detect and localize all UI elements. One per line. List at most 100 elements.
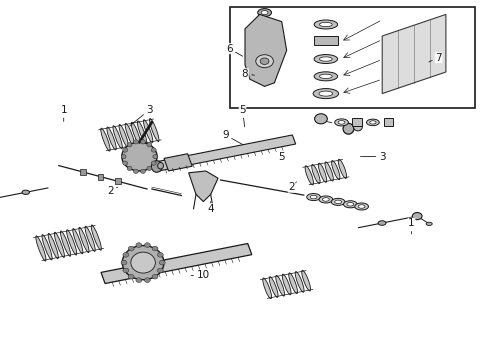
Ellipse shape xyxy=(151,161,156,165)
Ellipse shape xyxy=(263,278,271,299)
Bar xyxy=(314,36,338,45)
Polygon shape xyxy=(189,171,218,202)
Circle shape xyxy=(260,58,269,64)
Ellipse shape xyxy=(153,154,158,159)
Bar xyxy=(80,169,86,175)
Ellipse shape xyxy=(314,55,338,63)
Ellipse shape xyxy=(312,165,320,184)
Polygon shape xyxy=(164,154,192,171)
Ellipse shape xyxy=(136,278,142,283)
Ellipse shape xyxy=(314,72,338,81)
Ellipse shape xyxy=(151,161,162,172)
Ellipse shape xyxy=(270,277,278,297)
Ellipse shape xyxy=(335,119,348,126)
Ellipse shape xyxy=(159,260,165,265)
Text: 2: 2 xyxy=(288,182,296,192)
Bar xyxy=(98,174,103,180)
Ellipse shape xyxy=(67,230,77,255)
Ellipse shape xyxy=(313,89,339,99)
Text: 10: 10 xyxy=(191,270,210,280)
Text: 4: 4 xyxy=(207,202,214,214)
Ellipse shape xyxy=(133,169,138,174)
Bar xyxy=(352,118,362,126)
Polygon shape xyxy=(101,243,252,284)
Circle shape xyxy=(256,55,273,68)
Ellipse shape xyxy=(22,190,29,194)
Ellipse shape xyxy=(107,127,116,150)
Bar xyxy=(384,118,393,126)
Ellipse shape xyxy=(347,203,354,206)
Polygon shape xyxy=(245,14,287,86)
Ellipse shape xyxy=(343,123,354,134)
Text: 8: 8 xyxy=(242,69,254,79)
Ellipse shape xyxy=(36,236,46,261)
Ellipse shape xyxy=(73,229,83,254)
Ellipse shape xyxy=(149,118,159,141)
Ellipse shape xyxy=(302,270,311,291)
Ellipse shape xyxy=(338,121,345,124)
Ellipse shape xyxy=(338,159,346,179)
Ellipse shape xyxy=(325,162,333,181)
Ellipse shape xyxy=(315,114,327,124)
Ellipse shape xyxy=(413,212,422,220)
Ellipse shape xyxy=(332,161,340,180)
Ellipse shape xyxy=(133,140,138,144)
Ellipse shape xyxy=(305,166,314,185)
Ellipse shape xyxy=(158,162,164,169)
Ellipse shape xyxy=(122,142,157,171)
Ellipse shape xyxy=(79,228,89,253)
Ellipse shape xyxy=(101,128,110,151)
Ellipse shape xyxy=(343,201,357,208)
Ellipse shape xyxy=(147,143,152,147)
Ellipse shape xyxy=(295,271,304,292)
Ellipse shape xyxy=(141,169,146,174)
Ellipse shape xyxy=(122,148,127,152)
Ellipse shape xyxy=(122,246,164,280)
Ellipse shape xyxy=(121,154,126,159)
Ellipse shape xyxy=(127,143,132,147)
Text: 3: 3 xyxy=(361,152,386,162)
Ellipse shape xyxy=(307,194,320,201)
Text: 9: 9 xyxy=(222,130,243,144)
Ellipse shape xyxy=(145,243,150,247)
Bar xyxy=(115,178,121,184)
Text: 5: 5 xyxy=(239,105,246,127)
Ellipse shape xyxy=(358,205,365,208)
Text: 7: 7 xyxy=(429,53,442,63)
Ellipse shape xyxy=(141,140,146,144)
Bar xyxy=(230,7,475,108)
Ellipse shape xyxy=(144,120,153,143)
Ellipse shape xyxy=(319,22,332,27)
Ellipse shape xyxy=(319,196,333,203)
Ellipse shape xyxy=(261,10,268,15)
Ellipse shape xyxy=(276,275,285,296)
Polygon shape xyxy=(382,14,446,94)
Ellipse shape xyxy=(131,252,155,273)
Ellipse shape xyxy=(314,20,338,29)
Ellipse shape xyxy=(355,203,368,210)
Polygon shape xyxy=(155,135,295,171)
Ellipse shape xyxy=(85,226,95,251)
Ellipse shape xyxy=(319,91,333,96)
Ellipse shape xyxy=(60,231,71,256)
Ellipse shape xyxy=(145,278,150,283)
Ellipse shape xyxy=(319,74,332,78)
Ellipse shape xyxy=(91,225,101,250)
Ellipse shape xyxy=(136,243,142,247)
Text: 2: 2 xyxy=(107,186,118,196)
Ellipse shape xyxy=(157,268,163,273)
Ellipse shape xyxy=(123,252,129,257)
Ellipse shape xyxy=(152,246,158,251)
Ellipse shape xyxy=(335,200,342,204)
Ellipse shape xyxy=(322,198,329,201)
Ellipse shape xyxy=(131,122,141,145)
Ellipse shape xyxy=(48,233,58,259)
Ellipse shape xyxy=(318,163,327,182)
Ellipse shape xyxy=(42,235,52,260)
Text: 6: 6 xyxy=(226,44,243,56)
Ellipse shape xyxy=(123,268,129,273)
Ellipse shape xyxy=(378,221,386,225)
Ellipse shape xyxy=(125,123,135,146)
Ellipse shape xyxy=(137,121,147,144)
Ellipse shape xyxy=(147,166,152,171)
